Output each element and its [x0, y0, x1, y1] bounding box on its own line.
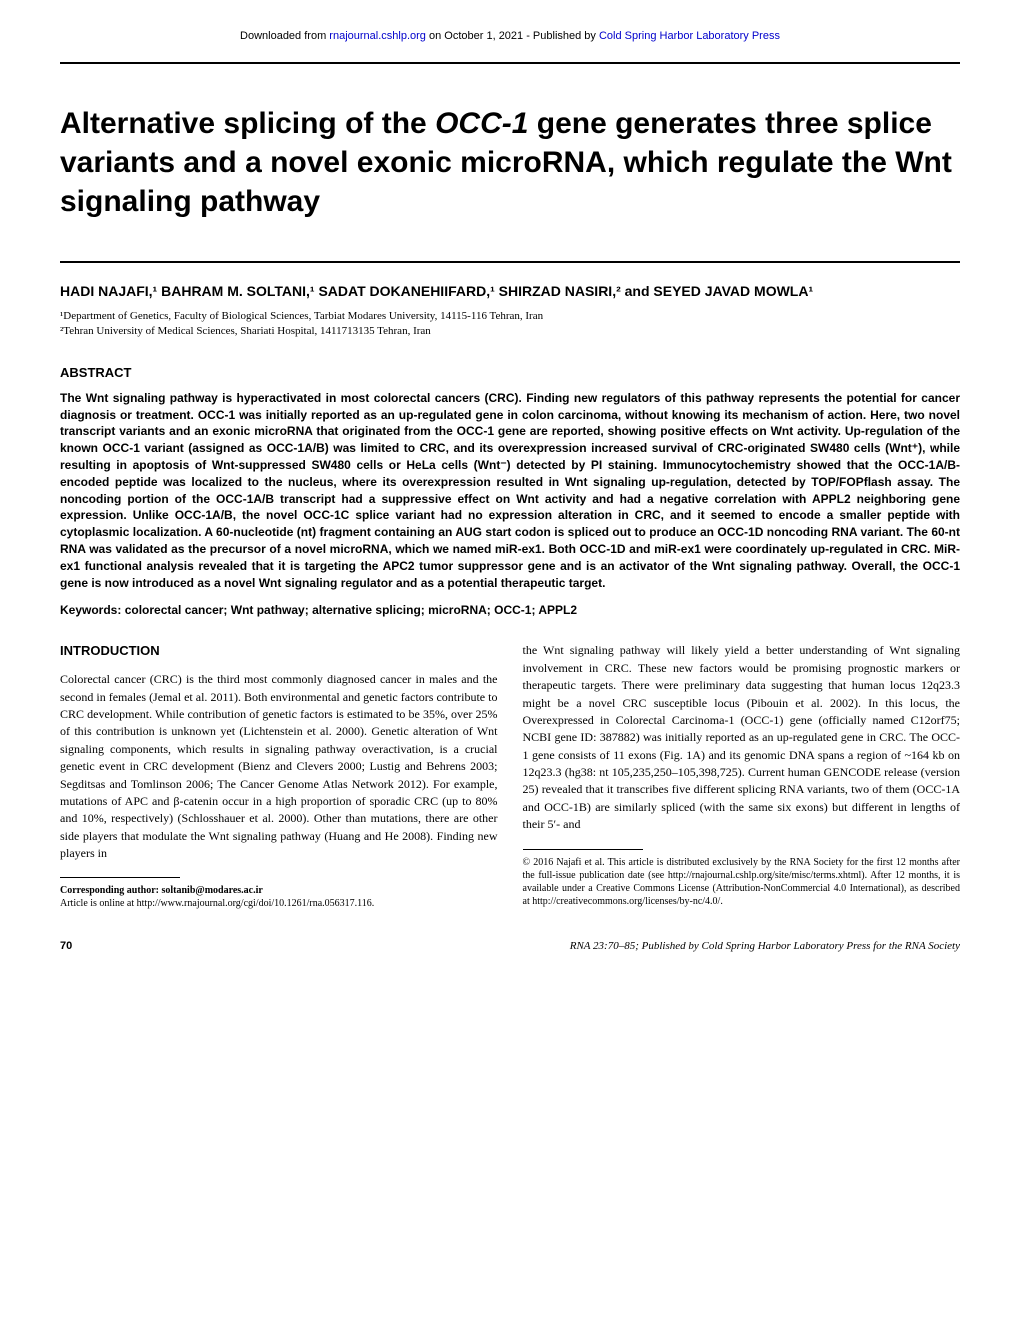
footnote-left: Corresponding author: soltanib@modares.a… [60, 884, 498, 910]
abstract-heading: ABSTRACT [60, 365, 960, 380]
affiliation-1: ¹Department of Genetics, Faculty of Biol… [60, 309, 960, 324]
footer-citation: RNA 23:70–85; Published by Cold Spring H… [570, 940, 960, 952]
top-divider [60, 62, 960, 64]
download-link-2[interactable]: Cold Spring Harbor Laboratory Press [599, 30, 780, 42]
download-link-1[interactable]: rnajournal.cshlp.org [329, 30, 426, 42]
page-footer: 70 RNA 23:70–85; Published by Cold Sprin… [60, 940, 960, 952]
right-column: the Wnt signaling pathway will likely yi… [523, 642, 961, 910]
download-middle: on October 1, 2021 - Published by [429, 30, 599, 42]
abstract-body: The Wnt signaling pathway is hyperactiva… [60, 390, 960, 592]
page-number: 70 [60, 940, 72, 952]
affiliations: ¹Department of Genetics, Faculty of Biol… [60, 309, 960, 340]
footnote-right: © 2016 Najafi et al. This article is dis… [523, 856, 961, 908]
introduction-heading: INTRODUCTION [60, 642, 498, 661]
keywords-line: Keywords: colorectal cancer; Wnt pathway… [60, 603, 960, 617]
affiliation-2: ²Tehran University of Medical Sciences, … [60, 324, 960, 339]
left-column: INTRODUCTION Colorectal cancer (CRC) is … [60, 642, 498, 910]
title-gene: OCC-1 [435, 107, 528, 140]
download-prefix: Downloaded from [240, 30, 329, 42]
title-part-1: Alternative splicing of the [60, 107, 435, 140]
article-title: Alternative splicing of the OCC-1 gene g… [60, 104, 960, 221]
footnote-divider-right [523, 849, 643, 850]
intro-left-text: Colorectal cancer (CRC) is the third mos… [60, 671, 498, 862]
two-column-body: INTRODUCTION Colorectal cancer (CRC) is … [60, 642, 960, 910]
mid-divider [60, 261, 960, 263]
footnote-divider-left [60, 877, 180, 878]
keywords-text: colorectal cancer; Wnt pathway; alternat… [125, 603, 577, 617]
corresponding-author: Corresponding author: soltanib@modares.a… [60, 884, 498, 897]
keywords-label: Keywords: [60, 603, 125, 617]
article-online: Article is online at http://www.rnajourn… [60, 897, 498, 910]
intro-right-text: the Wnt signaling pathway will likely yi… [523, 642, 961, 833]
download-header: Downloaded from rnajournal.cshlp.org on … [60, 30, 960, 42]
author-list: HADI NAJAFI,¹ BAHRAM M. SOLTANI,¹ SADAT … [60, 283, 960, 299]
